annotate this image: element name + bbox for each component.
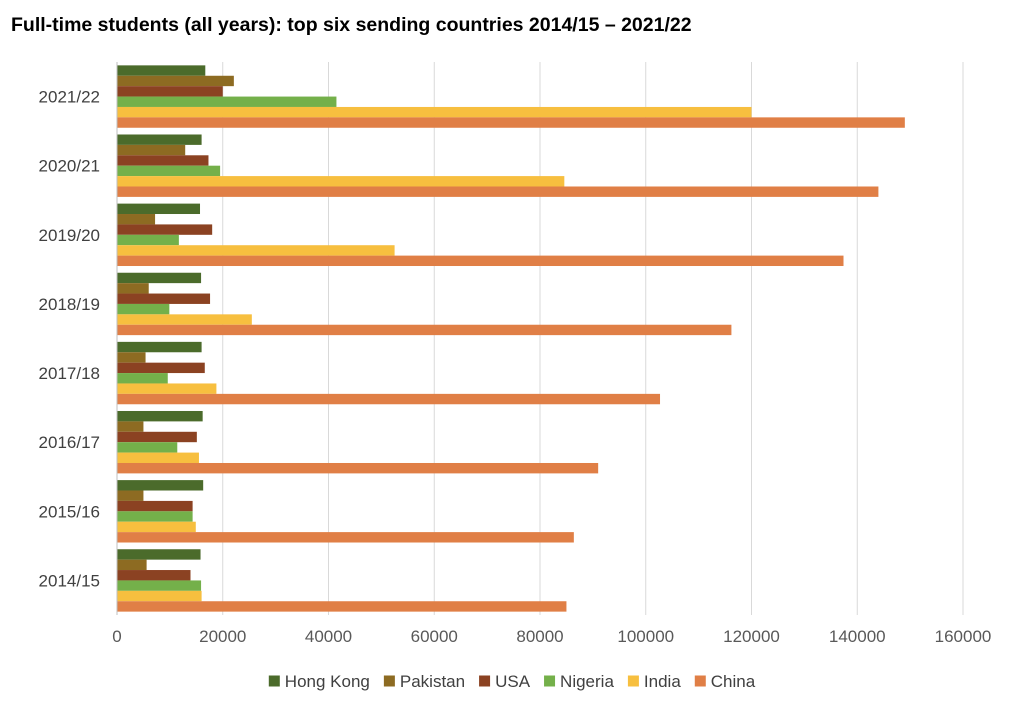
bar-nigeria — [117, 96, 337, 107]
bar-nigeria — [117, 165, 221, 177]
legend-label: Nigeria — [560, 672, 614, 691]
bar-india — [117, 521, 196, 533]
x-tick-label: 60000 — [411, 627, 458, 646]
bars — [117, 65, 905, 612]
bar-usa — [117, 155, 209, 166]
bar-pakistan — [117, 490, 144, 501]
y-category-label: 2020/21 — [39, 157, 100, 176]
y-category-label: 2015/16 — [39, 502, 100, 521]
y-category-label: 2018/19 — [39, 295, 100, 314]
legend-swatch — [694, 675, 706, 687]
legend-swatch — [383, 675, 395, 687]
y-category-label: 2017/18 — [39, 364, 100, 383]
bar-usa — [117, 500, 193, 512]
bar-usa — [117, 224, 213, 235]
bar-china — [117, 532, 574, 543]
gridlines — [222, 62, 964, 615]
bar-hong-kong — [117, 65, 206, 76]
bar-nigeria — [117, 303, 170, 315]
x-tick-label: 20000 — [199, 627, 246, 646]
legend-swatch — [479, 675, 491, 687]
axes: 0 20000 40000 60000 80000 100000 120000 140000 1… — [39, 62, 992, 646]
bar-nigeria — [117, 511, 193, 522]
legend: Hong Kong Pakistan USA Nigeria India China — [268, 672, 756, 691]
bar-usa — [117, 86, 223, 97]
bar-pakistan — [117, 352, 146, 363]
bar-india — [117, 590, 202, 602]
bar-india — [117, 383, 217, 394]
y-category-label: 2021/22 — [39, 88, 100, 107]
x-tick-label: 0 — [112, 627, 121, 646]
bar-hong-kong — [117, 410, 203, 422]
bar-pakistan — [117, 214, 156, 225]
bar-india — [117, 452, 199, 463]
bar-india — [117, 314, 252, 325]
bar-pakistan — [117, 75, 234, 87]
legend-swatch — [627, 675, 639, 687]
bar-hong-kong — [117, 272, 202, 284]
x-tick-label: 100000 — [617, 627, 674, 646]
bar-india — [117, 106, 752, 118]
bar-china — [117, 186, 879, 197]
legend-swatch — [544, 675, 556, 687]
bar-china — [117, 393, 661, 405]
bar-india — [117, 245, 395, 256]
bar-nigeria — [117, 580, 202, 591]
legend-label: Hong Kong — [285, 672, 370, 691]
bar-china — [117, 255, 844, 267]
legend-swatch — [268, 675, 280, 687]
bar-hong-kong — [117, 549, 201, 560]
legend-label: USA — [495, 672, 531, 691]
bar-hong-kong — [117, 480, 204, 491]
bar-hong-kong — [117, 203, 201, 215]
bar-india — [117, 176, 565, 187]
legend-label: India — [644, 672, 681, 691]
x-tick-label: 40000 — [305, 627, 352, 646]
x-tick-label: 160000 — [935, 627, 992, 646]
bar-usa — [117, 431, 197, 443]
x-tick-label: 80000 — [516, 627, 563, 646]
legend-label: China — [711, 672, 756, 691]
bar-nigeria — [117, 373, 168, 384]
bar-pakistan — [117, 144, 186, 156]
bar-hong-kong — [117, 341, 202, 353]
bar-pakistan — [117, 421, 144, 432]
bar-usa — [117, 362, 205, 374]
bar-usa — [117, 293, 211, 304]
bar-nigeria — [117, 234, 179, 246]
y-category-label: 2019/20 — [39, 226, 100, 245]
bar-china — [117, 324, 732, 336]
bar-hong-kong — [117, 134, 202, 145]
legend-label: Pakistan — [400, 672, 465, 691]
bar-china — [117, 601, 567, 612]
bar-nigeria — [117, 442, 178, 453]
y-category-label: 2016/17 — [39, 433, 100, 452]
bar-china — [117, 117, 905, 128]
x-tick-label: 120000 — [723, 627, 780, 646]
bar-pakistan — [117, 559, 147, 571]
x-tick-label: 140000 — [829, 627, 886, 646]
bar-pakistan — [117, 283, 149, 294]
y-category-label: 2014/15 — [39, 571, 100, 590]
bar-usa — [117, 570, 191, 581]
bar-china — [117, 462, 599, 474]
chart-title: Full-time students (all years): top six … — [11, 14, 692, 36]
